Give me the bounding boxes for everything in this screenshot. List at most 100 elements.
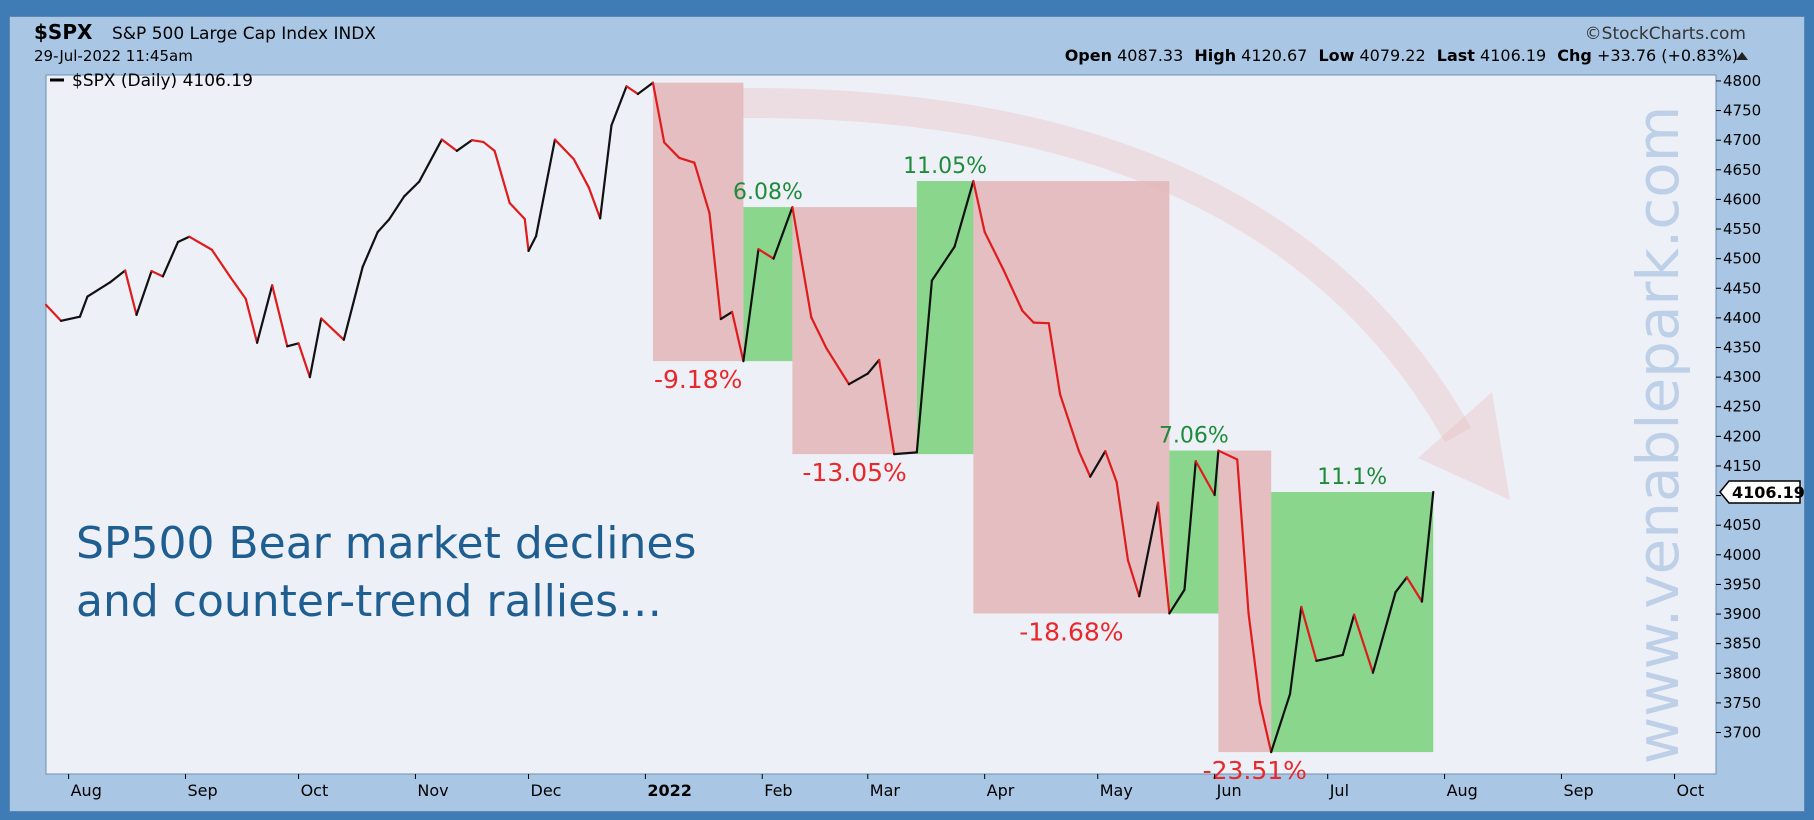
price-segment (320, 317, 345, 341)
decline-box (652, 82, 744, 362)
chart-title-line: and counter-trend rallies… (76, 576, 662, 627)
exchange-text: INDX (333, 24, 376, 44)
price-segment (387, 195, 406, 221)
y-tick-label: 4550 (1723, 220, 1761, 238)
price-segment (772, 205, 794, 260)
price-segment (651, 81, 666, 144)
price-segment (1021, 309, 1035, 324)
price-segment (508, 201, 526, 221)
price-segment (342, 265, 364, 341)
price-segment (440, 138, 459, 152)
price-segment (893, 451, 918, 456)
x-tick-label: Apr (987, 781, 1015, 800)
price-segment (1300, 605, 1318, 662)
chg-label: Chg (1557, 46, 1592, 65)
price-segment (44, 303, 63, 322)
x-tick-label: May (1100, 781, 1133, 800)
y-tick-label: 4050 (1723, 516, 1761, 534)
price-line (44, 81, 1435, 754)
x-axis: Aug Sep Oct Nov Dec 2022 Feb Mar Apr May Jun Jul Aug… (68, 774, 1704, 800)
price-segment (757, 248, 775, 260)
price-segment (1089, 450, 1107, 478)
x-tick-label: Sep (1563, 781, 1593, 800)
high-value: 4120.67 (1241, 46, 1308, 65)
price-segment (847, 372, 869, 386)
price-segment (1156, 501, 1171, 615)
price-segment (1341, 613, 1356, 657)
price-segment (135, 269, 153, 317)
last-value-tag: 4106.19 (1719, 480, 1805, 504)
price-segment (176, 235, 191, 244)
last-value-tag-box (1719, 480, 1801, 504)
y-tick-label: 3700 (1723, 724, 1761, 742)
low-value: 4079.22 (1359, 46, 1426, 65)
y-tick-label: 4000 (1723, 546, 1761, 564)
price-segment (1183, 460, 1197, 591)
index-name-text: S&P 500 Large Cap Index (112, 24, 329, 44)
low-label: Low (1318, 46, 1355, 65)
high-label: High (1194, 46, 1237, 65)
price-segment (1315, 657, 1329, 662)
decline-label: -18.68% (1019, 617, 1123, 646)
last-value: 4106.19 (1480, 46, 1547, 65)
x-tick-label: Nov (417, 781, 448, 800)
price-segment (636, 81, 655, 96)
y-tick-label: 3950 (1723, 575, 1761, 593)
annotation-boxes (652, 82, 1434, 753)
price-segment (953, 179, 975, 248)
price-segment (553, 138, 575, 161)
price-segment (1002, 268, 1024, 312)
y-tick-label: 4300 (1723, 368, 1761, 386)
chart-title-line: SP500 Bear market declines (76, 518, 696, 569)
price-segment (1270, 692, 1292, 754)
price-segment (742, 248, 760, 363)
price-segment (297, 342, 311, 379)
price-segment (878, 358, 896, 456)
price-stats: Open 4087.33 High 4120.67 Low 4079.22 La… (1065, 46, 1738, 65)
price-segment (1236, 458, 1250, 615)
price-segment (256, 284, 274, 344)
price-segment (1047, 322, 1062, 396)
decline-box (792, 207, 917, 455)
price-segment (1420, 490, 1435, 603)
price-segment (124, 269, 138, 317)
rally-box (916, 181, 974, 455)
price-segment (244, 297, 259, 344)
price-segment (376, 218, 391, 234)
decline-box (1218, 450, 1272, 753)
price-segment (1032, 321, 1050, 325)
trend-arrow-icon (741, 87, 1510, 500)
price-segment (271, 284, 289, 348)
price-segment (534, 138, 557, 238)
chart-title: SP500 Bear market declines and counter-tr… (76, 518, 696, 627)
price-segment (108, 269, 127, 284)
chg-value: +33.76 (+0.83%) (1596, 46, 1738, 65)
price-segment (161, 240, 180, 278)
open-value: 4087.33 (1117, 46, 1184, 65)
price-segment (572, 158, 590, 189)
price-segment (587, 186, 602, 220)
price-segment (610, 85, 628, 127)
y-tick-label: 3850 (1723, 635, 1761, 653)
y-tick-label: 3900 (1723, 605, 1761, 623)
price-segment (1194, 460, 1216, 497)
brand-label: ©StockCharts.com (1584, 24, 1746, 44)
y-tick-label: 4500 (1723, 250, 1761, 268)
x-tick-label: 2022 (647, 781, 692, 800)
price-segment (1371, 591, 1397, 674)
price-segment (983, 230, 1005, 271)
price-segment (730, 310, 745, 363)
price-segment (1247, 612, 1261, 705)
watermark-text: www.venablepark.com (1624, 106, 1692, 764)
last-value-tag-text: 4106.19 (1732, 483, 1805, 502)
y-tick-label: 4400 (1723, 309, 1761, 327)
rally-label: 7.06% (1159, 424, 1229, 449)
x-tick-label: Aug (1447, 781, 1478, 800)
rally-box (743, 207, 793, 362)
price-segment (719, 310, 734, 321)
trend-arrow-head (1418, 392, 1510, 500)
price-segment (1353, 613, 1375, 674)
price-segment (663, 141, 681, 160)
